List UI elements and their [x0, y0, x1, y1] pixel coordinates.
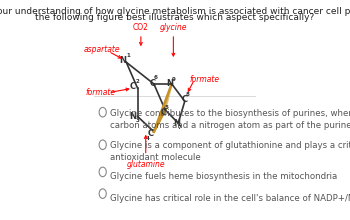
- Text: N: N: [173, 119, 180, 128]
- Text: N: N: [119, 55, 126, 64]
- Text: 8: 8: [186, 92, 190, 97]
- Text: C: C: [161, 108, 167, 117]
- Text: Based on your understanding of how glycine metabolism is associated with cancer : Based on your understanding of how glyci…: [0, 7, 350, 16]
- Text: Glycine is a component of glutathionine and plays a critical role as the main
an: Glycine is a component of glutathionine …: [110, 141, 350, 162]
- Text: 4: 4: [146, 136, 149, 141]
- Text: 6: 6: [154, 75, 158, 80]
- Text: 3: 3: [136, 118, 140, 123]
- Text: C: C: [182, 95, 188, 104]
- Text: CO2: CO2: [133, 23, 149, 32]
- Text: 2: 2: [136, 79, 140, 84]
- Text: C: C: [149, 79, 155, 88]
- Text: aspartate: aspartate: [84, 45, 120, 54]
- Text: Glycine has critical role in the cell's balance of NADP+/NADPH ratios: Glycine has critical role in the cell's …: [110, 194, 350, 203]
- Text: 5: 5: [165, 105, 169, 110]
- Polygon shape: [154, 84, 172, 132]
- Text: Glycine fuels heme biosynthesis in the mitochondria: Glycine fuels heme biosynthesis in the m…: [110, 172, 337, 181]
- Text: N: N: [129, 112, 136, 121]
- Text: 9: 9: [172, 77, 175, 82]
- Text: formate: formate: [85, 88, 116, 97]
- Text: C: C: [148, 129, 154, 138]
- Text: formate: formate: [189, 75, 219, 84]
- Text: the following figure best illustrates which aspect specifically?: the following figure best illustrates wh…: [35, 13, 315, 22]
- Text: C: C: [130, 82, 136, 91]
- Text: glycine: glycine: [160, 23, 187, 32]
- Text: Glycine contributes to the biosynthesis of purines, where it contributes two
car: Glycine contributes to the biosynthesis …: [110, 109, 350, 130]
- Text: N: N: [167, 79, 174, 88]
- Text: 7: 7: [178, 125, 182, 130]
- Text: 1: 1: [126, 53, 130, 58]
- Text: glutamine: glutamine: [126, 160, 165, 169]
